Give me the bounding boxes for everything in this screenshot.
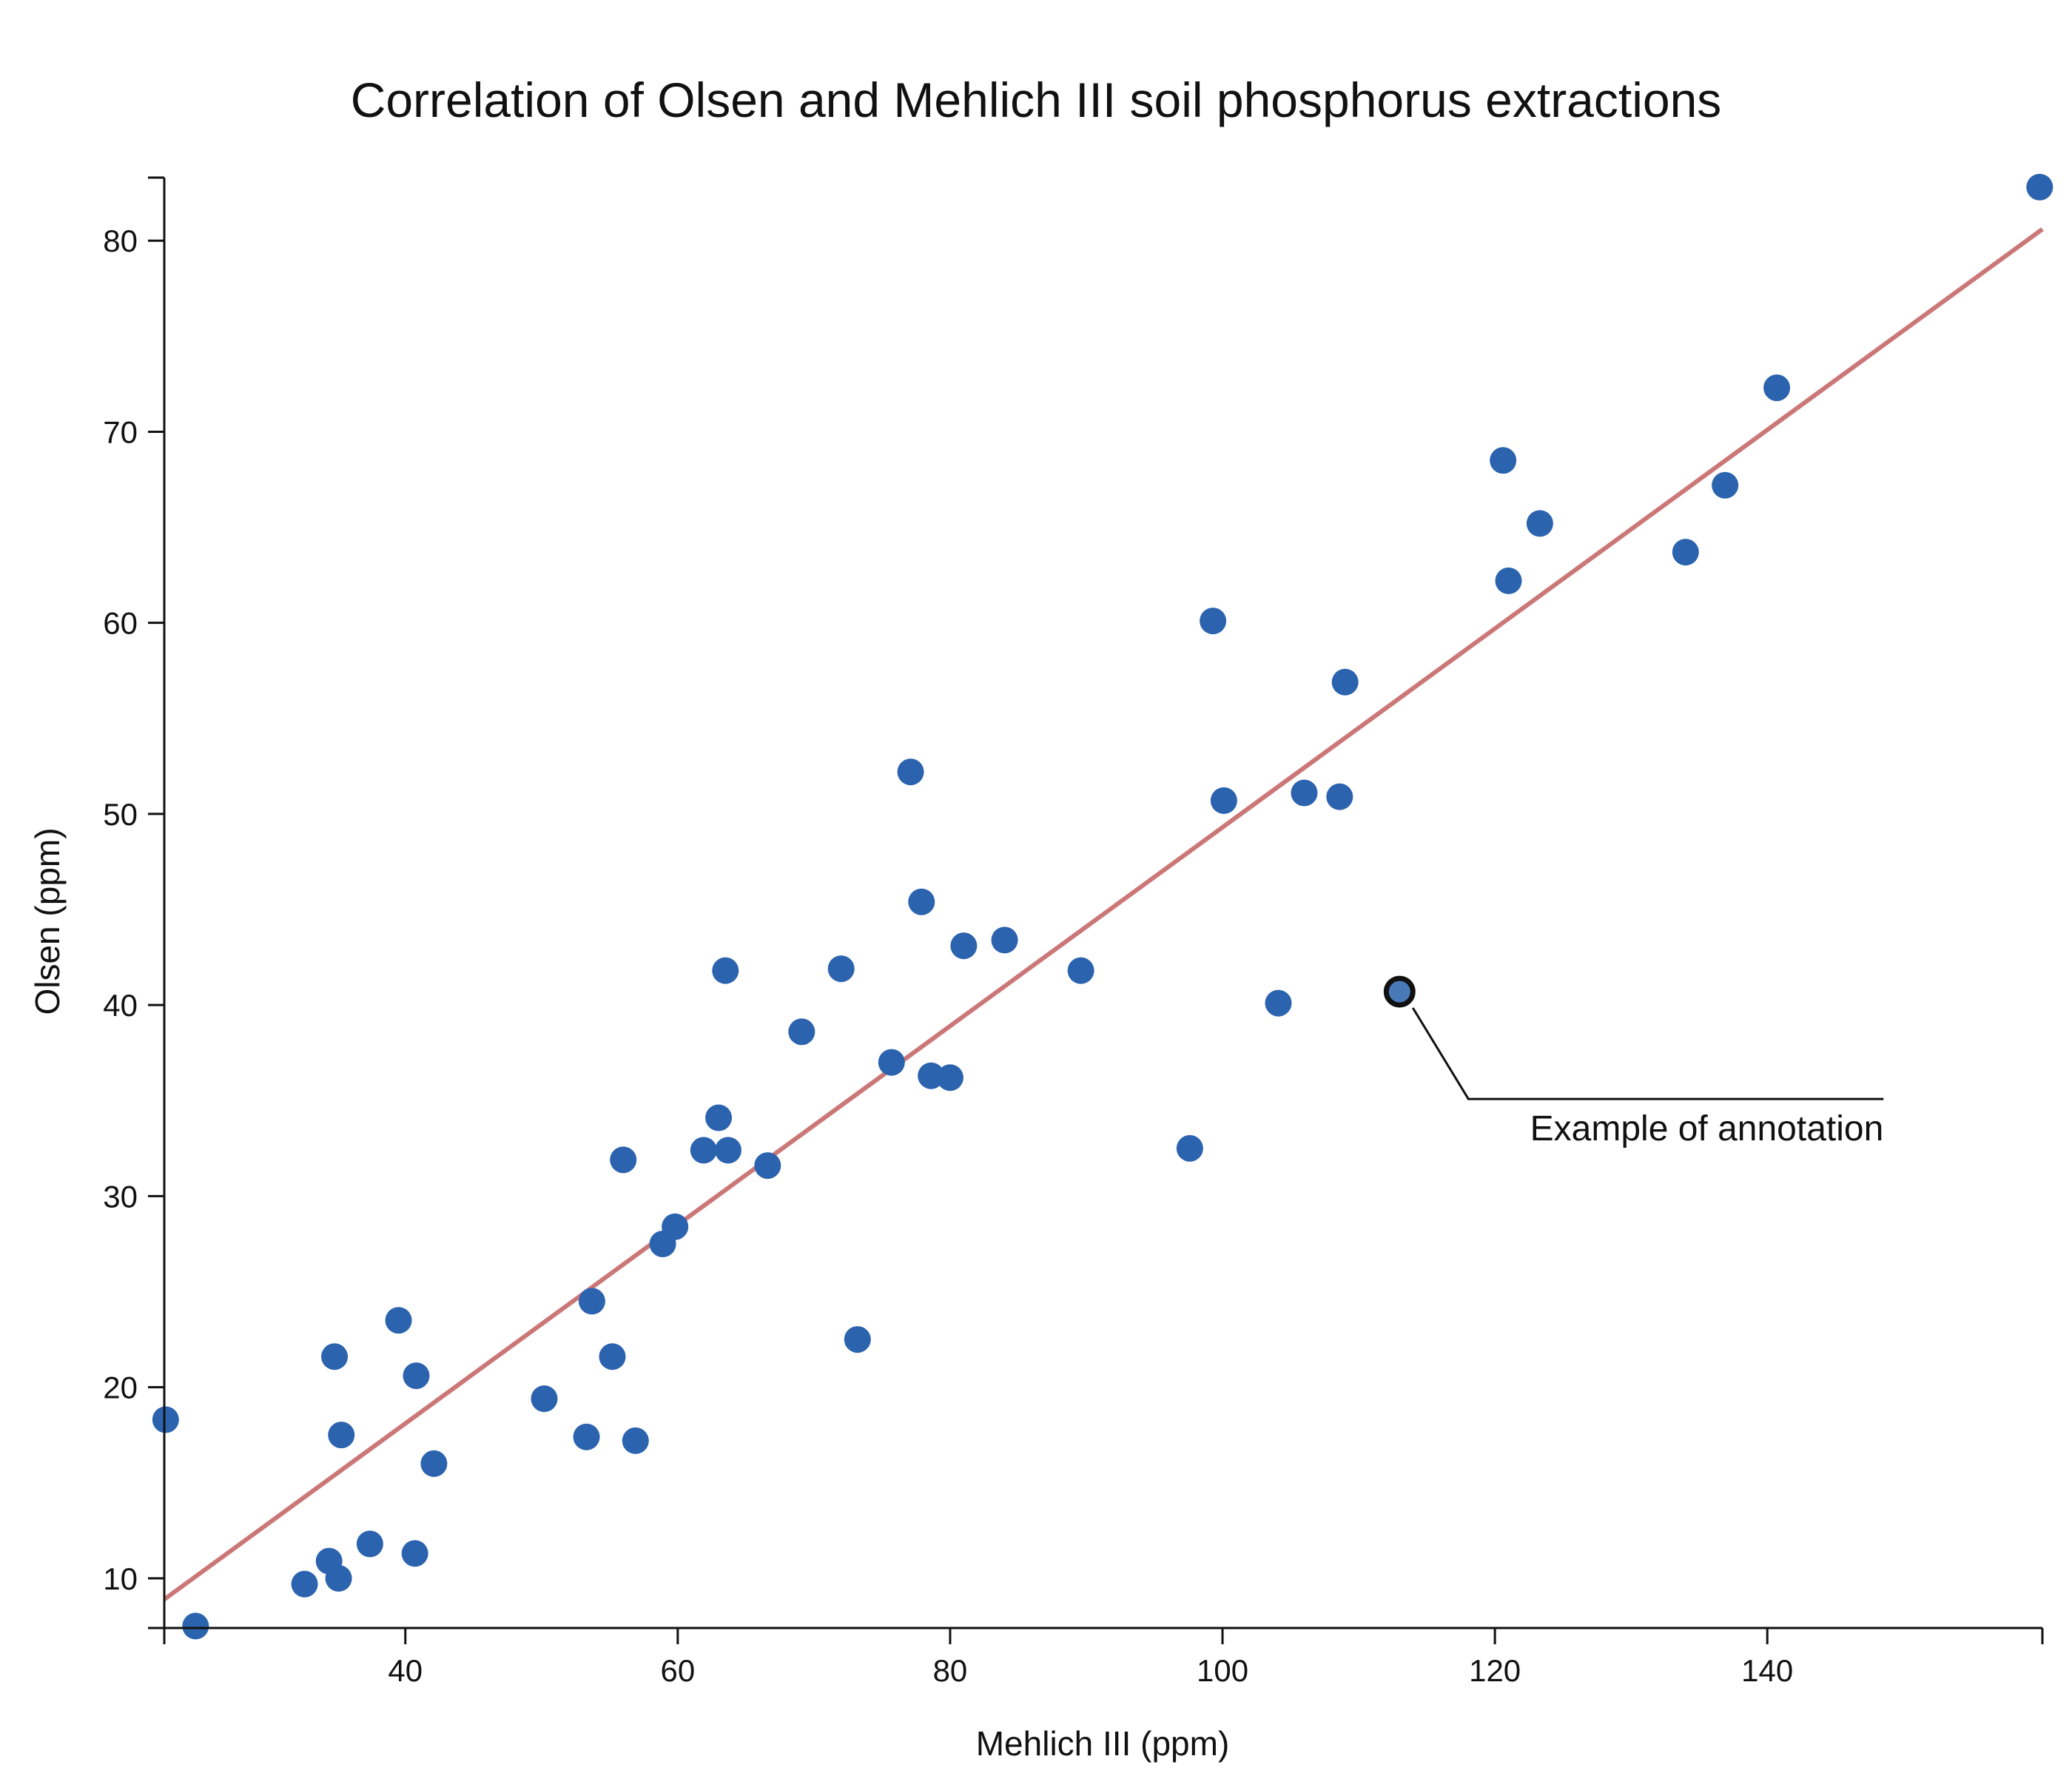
data-point	[182, 1612, 209, 1640]
data-point	[1490, 447, 1517, 474]
x-tick-label: 100	[1197, 1653, 1248, 1688]
data-point	[1495, 567, 1522, 594]
data-point	[622, 1427, 649, 1454]
data-point	[662, 1213, 689, 1240]
y-tick-label: 40	[103, 988, 138, 1023]
annotation-label: Example of annotation	[1530, 1109, 1884, 1148]
data-point	[328, 1422, 355, 1449]
data-point	[599, 1343, 626, 1370]
data-point	[1326, 783, 1353, 810]
data-point	[991, 926, 1018, 954]
data-point	[1067, 957, 1094, 984]
data-point	[385, 1307, 412, 1334]
x-axis-ticks: 40 60 80 100 120 140	[388, 1628, 1793, 1688]
y-tick-label: 10	[103, 1561, 138, 1596]
y-tick-label: 60	[103, 606, 138, 641]
y-axis-ticks: 10 20 30 40 50 60 70 80	[103, 223, 164, 1596]
data-point	[291, 1570, 318, 1598]
data-point	[573, 1423, 600, 1450]
data-point	[705, 1104, 733, 1131]
x-tick-label: 40	[388, 1653, 423, 1688]
x-tick-label: 140	[1741, 1653, 1793, 1688]
chart-title: Correlation of Olsen and Mehlich III soi…	[351, 73, 1722, 127]
data-point	[321, 1343, 349, 1370]
data-point	[827, 955, 855, 983]
data-point	[403, 1362, 430, 1390]
y-tick-label: 70	[103, 414, 138, 449]
x-tick-label: 80	[933, 1653, 968, 1688]
data-point	[878, 1049, 905, 1076]
data-point	[2026, 173, 2054, 201]
y-tick-label: 30	[103, 1179, 138, 1214]
data-point	[788, 1018, 815, 1046]
data-point	[1331, 668, 1359, 696]
data-point	[1291, 779, 1318, 807]
x-tick-label: 120	[1469, 1653, 1521, 1688]
data-point	[844, 1326, 871, 1353]
trend-line	[163, 227, 2044, 1601]
annotated-data-point	[1383, 975, 1416, 1008]
data-point	[531, 1385, 558, 1413]
y-tick-label: 20	[103, 1370, 138, 1405]
data-point	[1200, 608, 1227, 635]
data-point	[897, 758, 924, 786]
data-point	[1526, 510, 1553, 537]
data-point	[950, 932, 978, 960]
data-point	[610, 1146, 637, 1174]
data-point	[754, 1152, 781, 1180]
y-tick-label: 80	[103, 223, 138, 258]
data-point	[908, 888, 935, 915]
data-point	[1763, 374, 1791, 402]
data-point	[152, 1406, 179, 1433]
x-axis-title: Mehlich III (ppm)	[976, 1724, 1230, 1763]
data-point	[325, 1564, 352, 1592]
data-point	[714, 1137, 741, 1164]
data-point	[1210, 787, 1237, 814]
plot-area	[152, 173, 2054, 1640]
y-tick-label: 50	[103, 797, 138, 832]
y-axis-title: Olsen (ppm)	[28, 827, 67, 1015]
data-point	[1265, 989, 1292, 1017]
data-point	[401, 1540, 428, 1567]
data-point	[712, 957, 739, 984]
data-point	[1672, 539, 1699, 566]
data-point	[356, 1530, 383, 1558]
annotation-connector	[1412, 1007, 1884, 1100]
data-point	[578, 1288, 605, 1315]
data-point	[1176, 1134, 1203, 1162]
data-point	[420, 1450, 448, 1477]
data-point	[1712, 471, 1739, 499]
x-tick-label: 60	[660, 1653, 695, 1688]
data-point	[690, 1137, 717, 1164]
data-point	[936, 1064, 963, 1092]
annotation: Example of annotation	[1383, 975, 1884, 1148]
